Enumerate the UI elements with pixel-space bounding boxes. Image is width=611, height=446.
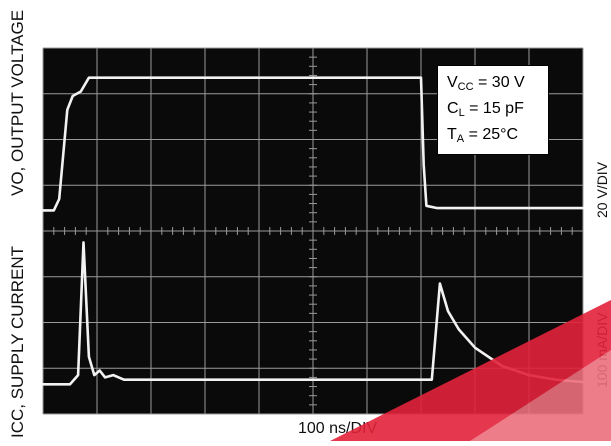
cl-annotation: CL = 15 pF — [447, 100, 524, 119]
vcc-annotation: VCC = 30 V — [447, 74, 525, 93]
vo-scale-label: 20 V/DIV — [594, 161, 610, 218]
icc-scale-label: 100 mA/DIV — [594, 312, 610, 388]
vo-axis-label: VO, OUTPUT VOLTAGE — [8, 9, 27, 196]
ta-annotation: TA = 25°C — [447, 126, 519, 145]
series-trace-vo — [41, 76, 585, 212]
x-axis-label: 100 ns/DIV — [298, 420, 378, 437]
conditions-legend: VCC = 30 V CL = 15 pF TA = 25°C — [437, 65, 549, 155]
icc-axis-label: ICC, SUPPLY CURRENT — [8, 245, 27, 438]
